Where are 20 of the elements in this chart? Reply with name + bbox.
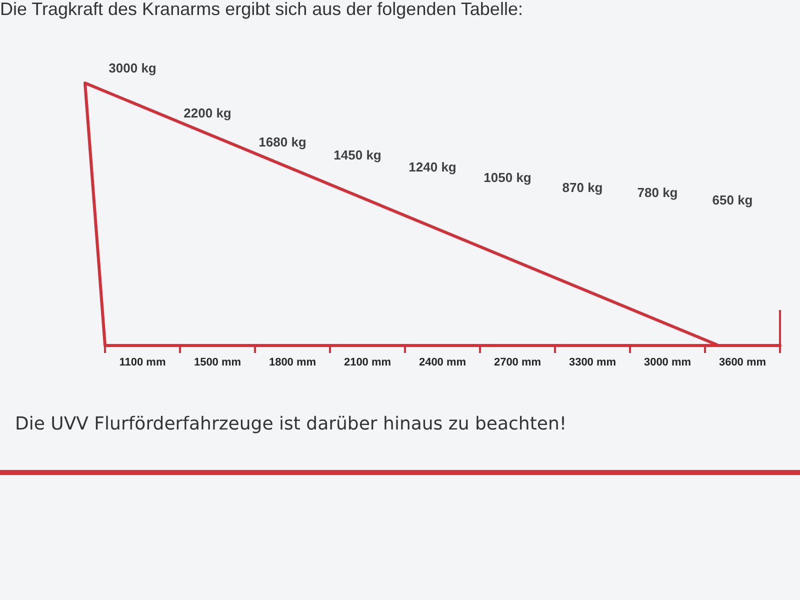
category-label: 3300 mm [568,356,616,368]
category-label: 2400 mm [418,356,466,368]
data-label: 650 kg [712,192,753,208]
data-label: 870 kg [562,180,603,196]
data-label: 1240 kg [408,159,456,174]
data-label: 1450 kg [334,148,382,163]
category-label: 1800 mm [268,356,316,368]
category-label: 3600 mm [718,356,766,368]
data-label: 1050 kg [484,170,532,186]
category-label: 3000 mm [644,356,692,368]
text: Die UVV Flurförderfahrzeuge ist darüber hinaus zu beachten! [15,414,567,434]
category-label: 1100 mm [119,356,166,368]
text: Die Tragkraft des Kranarms ergibt sich aus der folgenden Tabelle: [0,0,523,19]
category-label: 1500 mm [194,356,242,368]
data-label: 2200 kg [184,105,232,120]
data-label: 780 kg [637,185,678,200]
category-label: 2100 mm [344,356,392,368]
data-label: 1680 kg [258,134,306,150]
category-label: 2700 mm [494,356,542,368]
data-label: 3000 kg [108,60,156,76]
